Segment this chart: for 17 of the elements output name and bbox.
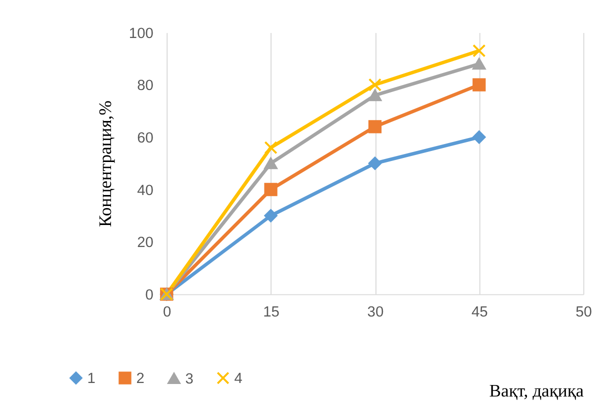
- y-tick-label: 0: [145, 288, 154, 304]
- y-tick-label: 20: [137, 235, 154, 252]
- legend-label: 2: [136, 370, 144, 387]
- y-tick-label: 60: [137, 130, 154, 147]
- x-tick-label: 0: [163, 304, 172, 320]
- y-axis-title: Концентрация,%: [95, 100, 116, 228]
- legend-label: 3: [185, 371, 194, 388]
- x-tick-label: 45: [471, 304, 488, 320]
- y-tick-label: 100: [128, 26, 154, 42]
- y-tick-label: 80: [137, 78, 154, 94]
- y-tick-label: 40: [137, 182, 154, 199]
- x-tick-label: 50: [576, 304, 592, 320]
- x-tick-label: 30: [367, 304, 384, 320]
- legend-label: 4: [234, 370, 242, 387]
- x-axis-title: Вақт, дақиқа: [489, 380, 584, 401]
- x-tick-label: 15: [263, 304, 280, 320]
- legend-label: 1: [87, 370, 96, 387]
